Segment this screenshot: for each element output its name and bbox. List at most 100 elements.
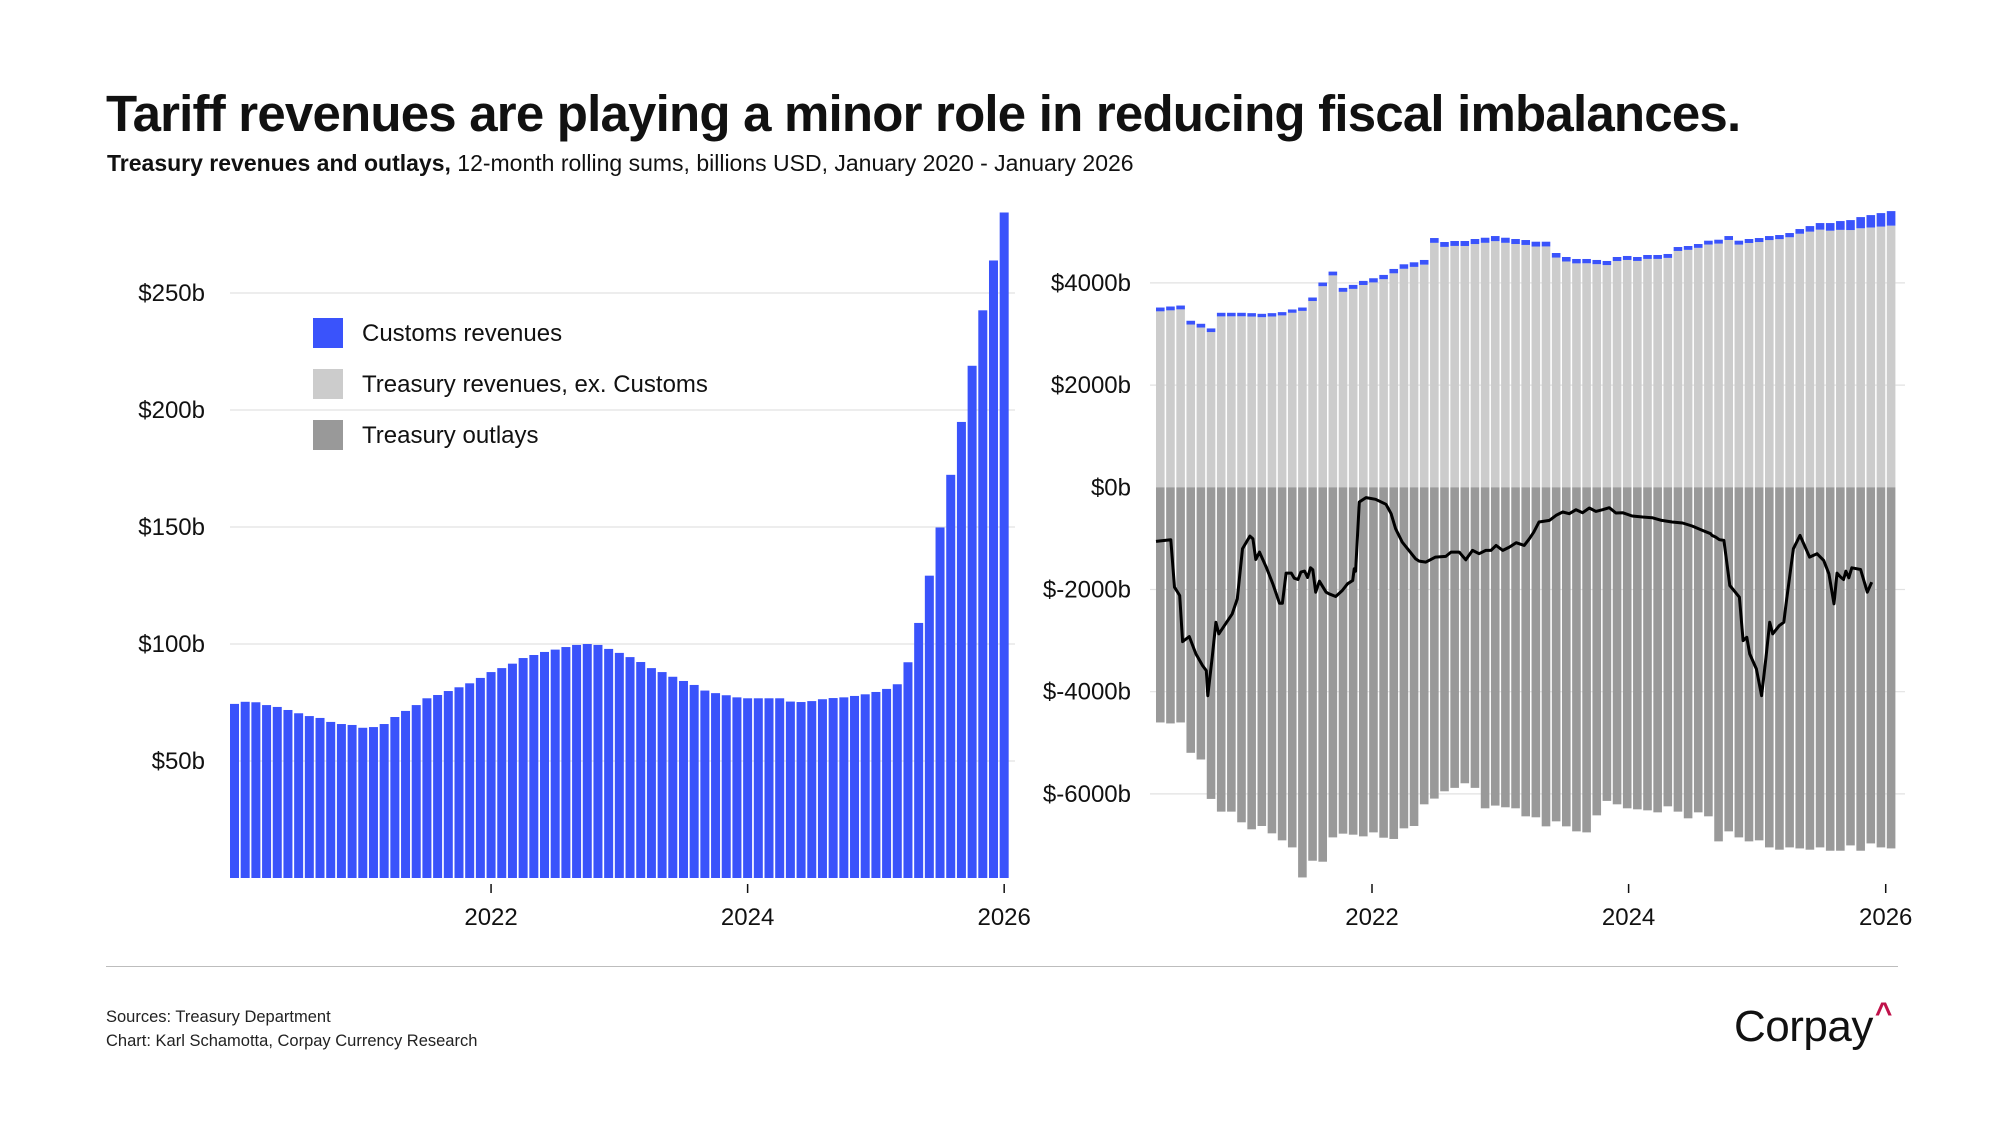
outlays-bar [1440, 487, 1449, 792]
customs-bar [732, 697, 742, 878]
customs-revenue-cap [1805, 226, 1815, 232]
customs-bar [785, 701, 795, 878]
customs-bar [775, 698, 785, 878]
outlays-bar [1602, 487, 1612, 801]
outlays-bar [1815, 487, 1825, 848]
customs-bar [379, 724, 389, 878]
revenue-ex-customs-bar [1359, 284, 1368, 488]
revenue-ex-customs-bar [1389, 273, 1399, 488]
revenue-ex-customs-bar [1308, 301, 1317, 488]
revenue-ex-customs-bar [1409, 266, 1419, 488]
customs-bar [230, 703, 239, 878]
customs-revenue-cap [1338, 287, 1348, 292]
customs-revenue-cap [1206, 328, 1216, 333]
customs-revenue-cap [1866, 215, 1876, 228]
outlays-bar [1633, 487, 1642, 810]
customs-bar [593, 644, 603, 878]
revenue-ex-customs-bar [1267, 316, 1277, 488]
right-y-tick-label: $-6000b [1043, 781, 1131, 808]
customs-bar [625, 657, 635, 878]
customs-revenue-cap [1176, 305, 1185, 310]
customs-revenue-cap [1277, 312, 1287, 316]
customs-revenue-cap [1379, 274, 1388, 280]
customs-bar [903, 662, 913, 878]
revenue-ex-customs-bar [1399, 268, 1409, 488]
customs-revenue-cap [1531, 241, 1541, 247]
credit-note: Chart: Karl Schamotta, Corpay Currency R… [106, 1032, 478, 1050]
outlays-bar [1765, 487, 1774, 848]
outlays-bar [1501, 487, 1510, 808]
customs-revenue-cap [1369, 278, 1378, 283]
customs-bar [807, 701, 817, 878]
outlays-bar [1328, 487, 1338, 838]
customs-revenue-cap [1399, 264, 1409, 269]
right-y-tick-label: $-2000b [1043, 577, 1131, 604]
customs-revenue-cap [1440, 242, 1449, 247]
legend-label-revenues: Treasury revenues, ex. Customs [362, 371, 708, 398]
customs-bar [946, 474, 956, 878]
outlays-bar [1572, 487, 1581, 832]
customs-bar [550, 649, 560, 878]
outlays-bar [1287, 487, 1297, 848]
revenue-ex-customs-bar [1470, 244, 1480, 488]
outlays-bar [1257, 487, 1267, 826]
customs-revenue-cap [1267, 313, 1277, 317]
outlays-bar [1551, 487, 1561, 822]
outlays-bar [1196, 487, 1206, 760]
fiscal-balance-line [1155, 496, 1874, 698]
left-x-axis: 2022 2024 2026 [464, 884, 1031, 931]
subtitle-strong: Treasury revenues and outlays, [107, 150, 451, 176]
revenue-ex-customs-bar [1876, 226, 1886, 488]
outlays-bar [1643, 487, 1652, 811]
customs-bar [272, 706, 282, 878]
customs-bar [561, 647, 571, 878]
customs-bar [507, 663, 517, 878]
customs-revenue-cap [1450, 240, 1459, 246]
customs-revenue-cap [1704, 240, 1713, 245]
customs-bar [935, 527, 945, 878]
left-y-tick-label: $100b [138, 631, 205, 658]
customs-bar [240, 701, 250, 878]
outlays-bar [1673, 487, 1683, 812]
revenue-ex-customs-bar [1490, 241, 1500, 488]
outlays-bar [1825, 487, 1835, 851]
revenue-ex-customs-bar [1379, 279, 1388, 488]
revenue-ex-customs-bar [1196, 327, 1206, 488]
customs-bar [967, 365, 977, 878]
customs-revenue-cap [1348, 284, 1358, 289]
customs-bar [614, 652, 624, 878]
legend-label-customs: Customs revenues [362, 320, 562, 347]
left-x-tick-label: 2026 [977, 904, 1030, 931]
customs-revenue-cap [1501, 237, 1510, 243]
customs-bar [700, 690, 710, 878]
revenue-ex-customs-bar [1734, 244, 1744, 488]
customs-revenue-cap [1886, 211, 1896, 226]
outlays-bar [1531, 487, 1541, 818]
outlays-bar [1399, 487, 1409, 829]
customs-bar [871, 691, 881, 878]
outlays-bar [1785, 487, 1794, 848]
customs-bar [839, 697, 849, 878]
revenue-ex-customs-bar [1318, 286, 1327, 488]
customs-chart: $50b $100b $150b $200b $250b 2022 2024 2026 Cu… [138, 212, 1031, 931]
revenue-ex-customs-bar [1531, 246, 1541, 488]
customs-bar [443, 691, 453, 878]
customs-revenue-cap [1470, 239, 1480, 245]
revenue-ex-customs-bar [1216, 316, 1226, 488]
revenue-ex-customs-bar [1622, 259, 1632, 488]
customs-revenue-cap [1765, 236, 1774, 241]
customs-revenue-cap [1592, 259, 1602, 265]
subtitle-rest: 12-month rolling sums, billions USD, Jan… [450, 150, 1134, 176]
outlays-bar [1612, 487, 1622, 805]
customs-bar [294, 713, 304, 878]
revenue-ex-customs-bar [1186, 324, 1196, 488]
outlays-bar [1693, 487, 1703, 813]
right-y-tick-label: $0b [1091, 474, 1131, 501]
outlays-bar [1541, 487, 1551, 827]
outlays-bar [1846, 487, 1855, 846]
customs-revenue-cap [1734, 240, 1744, 245]
customs-bar [433, 695, 443, 878]
customs-bar [711, 693, 721, 878]
outlays-bar [1592, 487, 1602, 816]
